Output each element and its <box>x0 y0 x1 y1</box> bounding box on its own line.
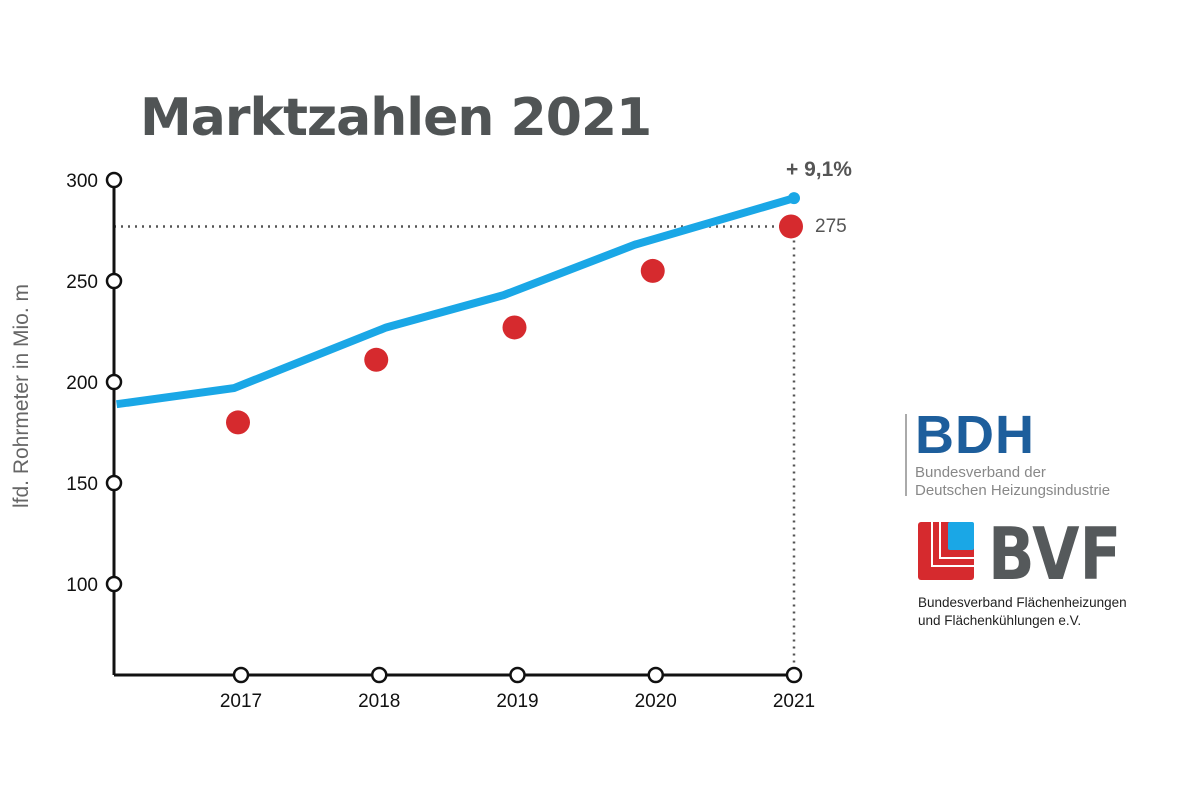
bvf-line1: Bundesverband Flächenheizungen <box>918 595 1127 610</box>
y-tick-label: 200 <box>66 373 98 394</box>
y-tick-label: 100 <box>66 575 98 596</box>
x-tick-label: 2020 <box>635 691 677 712</box>
y-tick-marker <box>105 373 123 391</box>
last-value-label: 275 <box>815 216 847 237</box>
bdh-logo-divider <box>905 414 907 496</box>
bvf-line2: und Flächenkühlungen e.V. <box>918 613 1082 628</box>
y-tick-marker <box>105 575 123 593</box>
x-tick-label: 2017 <box>220 691 262 712</box>
data-point <box>779 214 803 239</box>
y-tick-marker <box>105 171 123 189</box>
trend-line <box>116 194 796 409</box>
trend-line-end-point <box>788 192 800 205</box>
bdh-logo-subtitle: Bundesverband der Deutschen Heizungsindus… <box>915 464 1110 500</box>
bvf-logo-mark-icon <box>918 522 974 580</box>
x-tick-marker <box>371 666 388 684</box>
y-tick-label: 150 <box>66 474 98 495</box>
bvf-logo-name: BVF <box>988 512 1122 596</box>
y-tick-marker <box>105 272 123 290</box>
bvf-logo-subtitle: Bundesverband Flächenheizungen und Fläche… <box>918 594 1127 630</box>
data-point <box>364 347 389 372</box>
data-point <box>226 410 250 435</box>
data-point <box>502 315 527 340</box>
chart-title: Marktzahlen 2021 <box>140 88 652 148</box>
x-tick-label: 2019 <box>496 691 538 712</box>
growth-annotation: + 9,1% <box>786 158 852 181</box>
bdh-line2: Deutschen Heizungsindustrie <box>915 482 1111 499</box>
x-tick-marker <box>647 666 664 684</box>
bdh-logo-name: BDH <box>915 405 1035 465</box>
y-tick-label: 300 <box>66 171 98 192</box>
x-tick-label: 2018 <box>358 691 400 712</box>
y-tick-label: 250 <box>66 272 98 293</box>
x-tick-marker <box>785 666 803 684</box>
y-tick-marker <box>105 474 123 492</box>
x-tick-label: 2021 <box>773 691 815 712</box>
data-point <box>640 258 665 283</box>
bdh-line1: Bundesverband der <box>915 464 1046 481</box>
x-tick-marker <box>232 666 250 684</box>
x-tick-marker <box>509 666 526 684</box>
